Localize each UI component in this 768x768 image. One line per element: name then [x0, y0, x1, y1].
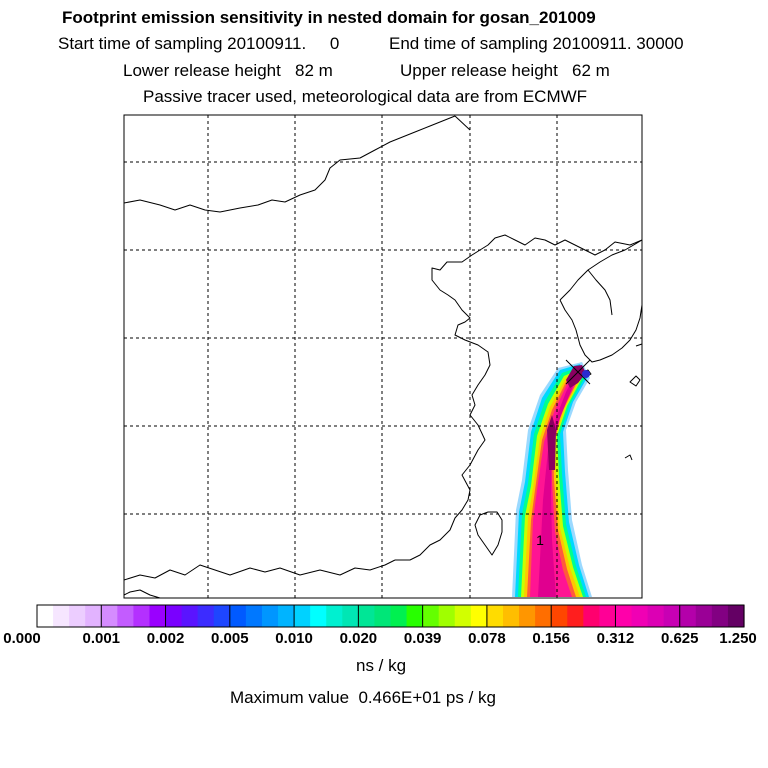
colorbar-swatch — [85, 605, 102, 627]
colorbar-swatch — [615, 605, 633, 627]
release-site-dot — [582, 370, 590, 378]
upper-release-height: Upper release height 62 m — [400, 61, 610, 80]
colorbar-swatch — [197, 605, 215, 627]
colorbar-swatch — [69, 605, 86, 627]
colorbar-swatch — [101, 605, 118, 627]
colorbar-swatch — [647, 605, 665, 627]
plot-title: Footprint emission sensitivity in nested… — [62, 8, 596, 27]
colorbar-tick-label: 0.312 — [596, 630, 635, 647]
colorbar-swatch — [695, 605, 713, 627]
colorbar-swatch — [567, 605, 584, 627]
colorbar-swatch — [583, 605, 600, 627]
colorbar-tick-label: 0.000 — [3, 630, 41, 647]
graticule — [124, 115, 642, 598]
colorbar-swatch — [165, 605, 183, 627]
colorbar-swatch — [229, 605, 247, 627]
colorbar-swatch — [438, 605, 456, 627]
lower-release-height: Lower release height 82 m — [123, 61, 333, 80]
colorbar-swatch — [213, 605, 231, 627]
release-number-label: 1 — [536, 532, 544, 548]
colorbar-swatch — [502, 605, 520, 627]
colorbar-swatch — [599, 605, 617, 627]
colorbar-tick-label: 0.039 — [403, 630, 442, 647]
colorbar-swatch — [406, 605, 424, 627]
colorbar-swatch — [326, 605, 343, 627]
colorbar-swatch — [261, 605, 279, 627]
plume-layer — [566, 365, 586, 388]
colorbar — [37, 605, 745, 627]
map-frame — [123, 114, 643, 599]
colorbar-swatch — [663, 605, 681, 627]
colorbar-swatch — [342, 605, 359, 627]
colorbar-swatch — [117, 605, 135, 627]
colorbar-tick-label: 0.002 — [146, 630, 185, 647]
maximum-value-label: Maximum value 0.466E+01 ps / kg — [230, 688, 496, 707]
colorbar-swatch — [519, 605, 536, 627]
colorbar-unit-label: ns / kg — [356, 656, 407, 675]
colorbar-swatch — [294, 605, 311, 627]
colorbar-swatch — [310, 605, 327, 627]
colorbar-tick-label: 0.625 — [660, 630, 699, 647]
release-point-marker — [565, 359, 591, 385]
colorbar-swatch — [679, 605, 697, 627]
colorbar-swatch — [358, 605, 376, 627]
coastlines — [123, 115, 643, 599]
colorbar-frame — [36, 604, 745, 628]
end-time-label: End time of sampling 20100911. 30000 — [389, 34, 684, 53]
plume-layer — [547, 415, 556, 470]
colorbar-swatch — [37, 605, 54, 627]
emission-plume — [512, 362, 592, 597]
colorbar-tick-label: 0.020 — [339, 630, 378, 647]
tracer-note: Passive tracer used, meteorological data… — [143, 87, 588, 106]
colorbar-swatch — [53, 605, 70, 627]
colorbar-swatch — [631, 605, 649, 627]
start-time-label: Start time of sampling 20100911. 0 — [58, 34, 340, 53]
colorbar-tick-label: 0.078 — [468, 630, 506, 647]
colorbar-tick-label: 0.001 — [82, 630, 121, 647]
colorbar-swatch — [374, 605, 392, 627]
colorbar-swatch — [454, 605, 472, 627]
colorbar-tick-label: 1.250 — [719, 630, 757, 647]
colorbar-tick-label: 0.005 — [211, 630, 249, 647]
colorbar-swatch — [149, 605, 167, 627]
colorbar-swatch — [133, 605, 151, 627]
colorbar-swatch — [727, 605, 745, 627]
colorbar-tick-label: 0.156 — [532, 630, 570, 647]
colorbar-swatch — [245, 605, 263, 627]
colorbar-swatch — [278, 605, 295, 627]
colorbar-swatch — [551, 605, 568, 627]
colorbar-swatch — [535, 605, 552, 627]
colorbar-swatch — [390, 605, 408, 627]
colorbar-tick-label: 0.010 — [275, 630, 313, 647]
colorbar-swatch — [181, 605, 199, 627]
colorbar-swatch — [711, 605, 729, 627]
colorbar-swatch — [422, 605, 440, 627]
plume-layer — [538, 382, 573, 597]
colorbar-swatch — [470, 605, 488, 627]
colorbar-swatch — [486, 605, 504, 627]
